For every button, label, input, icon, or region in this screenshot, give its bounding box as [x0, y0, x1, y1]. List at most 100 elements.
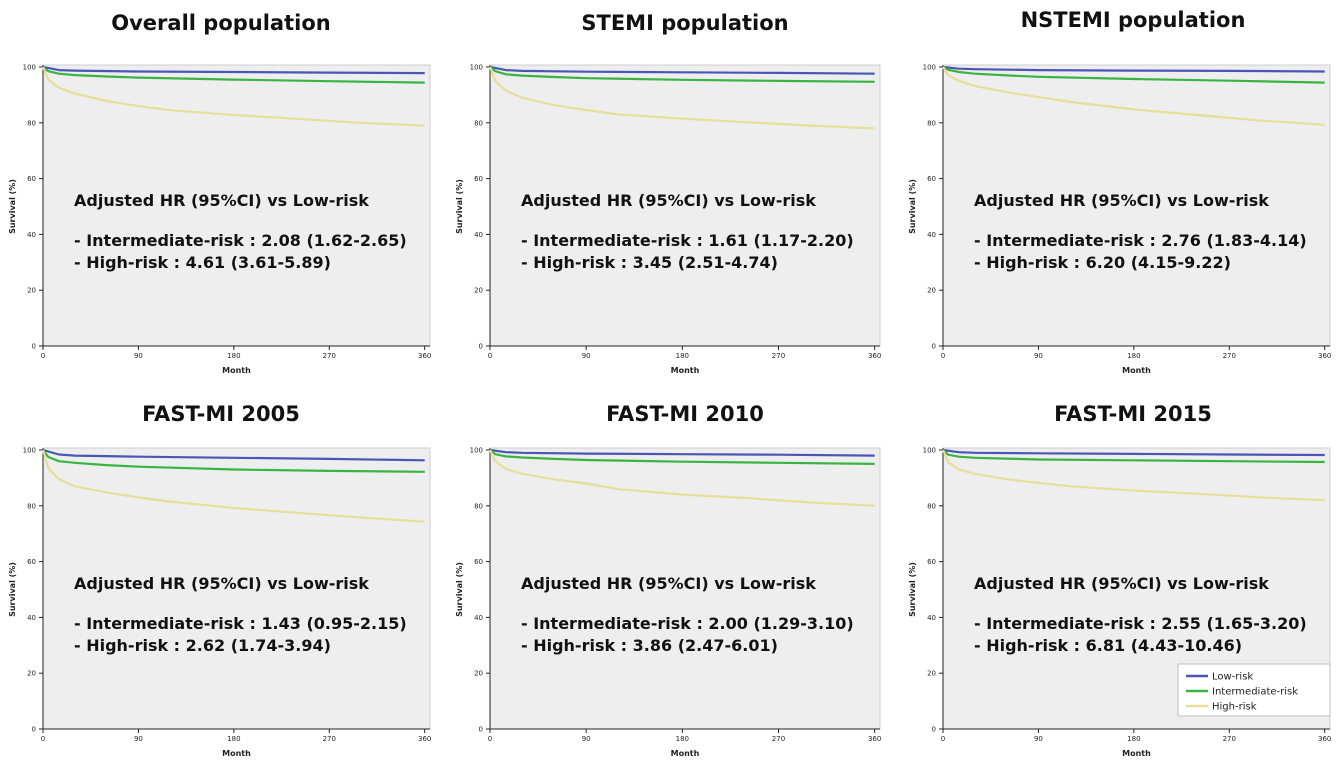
x-tick-label: 0 — [941, 352, 945, 360]
series-line-low-risk — [42, 65, 425, 75]
chart-title: FAST-MI 2005 — [142, 402, 300, 426]
hr-high-line: - High-risk : 2.62 (1.74-3.94) — [74, 636, 331, 655]
y-tick-label: 0 — [932, 726, 936, 734]
series-line-high-risk — [488, 66, 875, 130]
x-tick-label: 270 — [1223, 352, 1236, 360]
x-tick-label: 270 — [323, 735, 336, 743]
y-axis-label: Survival (%) — [8, 179, 17, 234]
hr-annotation-heading: Adjusted HR (95%CI) vs Low-risk — [74, 191, 369, 210]
hr-annotation-heading: Adjusted HR (95%CI) vs Low-risk — [974, 574, 1269, 593]
hr-annotation-heading: Adjusted HR (95%CI) vs Low-risk — [974, 191, 1269, 210]
chart-panel-1: Overall population 0 20 40 60 80 100 0 90 180 270 3… — [8, 11, 431, 375]
hr-intermediate-line: - Intermediate-risk : 2.08 (1.62-2.65) — [74, 231, 407, 250]
x-tick-label: 0 — [941, 735, 945, 743]
y-tick-label: 100 — [23, 447, 36, 455]
series-line-high-risk — [41, 449, 425, 523]
x-tick-label: 0 — [488, 352, 492, 360]
y-axis-label: Survival (%) — [455, 562, 464, 617]
hr-annotation-heading: Adjusted HR (95%CI) vs Low-risk — [74, 574, 369, 593]
series-line-high-risk — [942, 66, 1325, 126]
series-line-intermediate-risk — [42, 449, 425, 473]
x-tick-label: 90 — [1034, 735, 1043, 743]
x-tick-label: 270 — [323, 352, 336, 360]
y-tick-label: 40 — [927, 231, 936, 239]
series-line-low-risk — [942, 65, 1325, 73]
y-tick-label: 80 — [27, 119, 36, 127]
y-tick-label: 60 — [474, 558, 483, 566]
chart-title: Overall population — [111, 11, 330, 35]
x-tick-label: 180 — [676, 735, 689, 743]
y-tick-label: 0 — [932, 343, 936, 351]
chart-title: NSTEMI population — [1021, 8, 1246, 32]
x-tick-label: 90 — [1034, 352, 1043, 360]
x-tick-label: 360 — [418, 352, 431, 360]
series-line-high-risk — [941, 449, 1325, 502]
x-axis-label: Month — [222, 366, 251, 375]
y-axis-label: Survival (%) — [908, 179, 917, 234]
y-tick-label: 20 — [927, 670, 936, 678]
chart-title: FAST-MI 2015 — [1054, 402, 1212, 426]
hr-intermediate-line: - Intermediate-risk : 2.55 (1.65-3.20) — [974, 614, 1307, 633]
x-tick-label: 270 — [772, 735, 785, 743]
series-line-low-risk — [489, 65, 875, 75]
x-axis-label: Month — [1122, 366, 1151, 375]
y-tick-label: 40 — [474, 614, 483, 622]
y-tick-label: 20 — [27, 670, 36, 678]
series-line-intermediate-risk — [942, 449, 1325, 464]
x-tick-label: 0 — [41, 735, 45, 743]
x-tick-label: 180 — [1127, 352, 1140, 360]
x-axis-label: Month — [222, 749, 251, 758]
hr-high-line: - High-risk : 4.61 (3.61-5.89) — [74, 253, 331, 272]
chart-panel-5: FAST-MI 2010 0 20 40 60 80 100 0 90 180 270 360 Mont… — [455, 402, 881, 758]
x-tick-label: 180 — [1127, 735, 1140, 743]
series-line-low-risk — [42, 448, 425, 462]
y-tick-label: 20 — [474, 670, 483, 678]
series-line-intermediate-risk — [489, 449, 875, 465]
hr-annotation-heading: Adjusted HR (95%CI) vs Low-risk — [521, 574, 816, 593]
series-line-intermediate-risk — [489, 66, 875, 83]
y-tick-label: 20 — [927, 287, 936, 295]
y-tick-label: 40 — [27, 614, 36, 622]
y-tick-label: 100 — [923, 447, 936, 455]
x-tick-label: 270 — [772, 352, 785, 360]
y-tick-label: 80 — [927, 502, 936, 510]
hr-intermediate-line: - Intermediate-risk : 1.43 (0.95-2.15) — [74, 614, 407, 633]
x-tick-label: 180 — [676, 352, 689, 360]
y-tick-label: 80 — [927, 119, 936, 127]
hr-intermediate-line: - Intermediate-risk : 2.76 (1.83-4.14) — [974, 231, 1307, 250]
series-line-low-risk — [489, 448, 875, 457]
y-tick-label: 100 — [923, 64, 936, 72]
x-tick-label: 180 — [227, 735, 240, 743]
series-line-intermediate-risk — [942, 66, 1325, 84]
x-axis-label: Month — [671, 749, 700, 758]
hr-high-line: - High-risk : 6.20 (4.15-9.22) — [974, 253, 1231, 272]
y-tick-label: 100 — [23, 64, 36, 72]
hr-annotation-heading: Adjusted HR (95%CI) vs Low-risk — [521, 191, 816, 210]
x-tick-label: 360 — [868, 735, 881, 743]
legend-label-high: High-risk — [1212, 702, 1257, 713]
x-tick-label: 90 — [134, 735, 143, 743]
y-axis-label: Survival (%) — [455, 179, 464, 234]
chart-panel-4: FAST-MI 2005 0 20 40 60 80 100 0 90 180 270 360 Mont… — [8, 402, 431, 758]
x-tick-label: 0 — [488, 735, 492, 743]
y-tick-label: 0 — [32, 343, 36, 351]
plot-area — [42, 64, 431, 347]
y-tick-label: 60 — [927, 175, 936, 183]
y-tick-label: 60 — [27, 558, 36, 566]
y-tick-label: 80 — [474, 119, 483, 127]
y-tick-label: 80 — [27, 502, 36, 510]
y-tick-label: 40 — [474, 231, 483, 239]
hr-high-line: - High-risk : 3.86 (2.47-6.01) — [521, 636, 778, 655]
chart-panel-6: FAST-MI 2015 0 20 40 60 80 100 0 90 180 270 360 Mont… — [908, 402, 1331, 758]
x-tick-label: 0 — [41, 352, 45, 360]
y-tick-label: 20 — [474, 287, 483, 295]
hr-high-line: - High-risk : 3.45 (2.51-4.74) — [521, 253, 778, 272]
chart-panel-2: STEMI population 0 20 40 60 80 100 0 90 180 270 360… — [455, 11, 881, 375]
x-tick-label: 90 — [134, 352, 143, 360]
series-line-intermediate-risk — [42, 66, 425, 84]
hr-intermediate-line: - Intermediate-risk : 2.00 (1.29-3.10) — [521, 614, 854, 633]
y-tick-label: 100 — [470, 64, 483, 72]
x-axis-label: Month — [671, 366, 700, 375]
chart-panel-3: NSTEMI population 0 20 40 60 80 100 0 90 180 270 36… — [908, 8, 1331, 375]
